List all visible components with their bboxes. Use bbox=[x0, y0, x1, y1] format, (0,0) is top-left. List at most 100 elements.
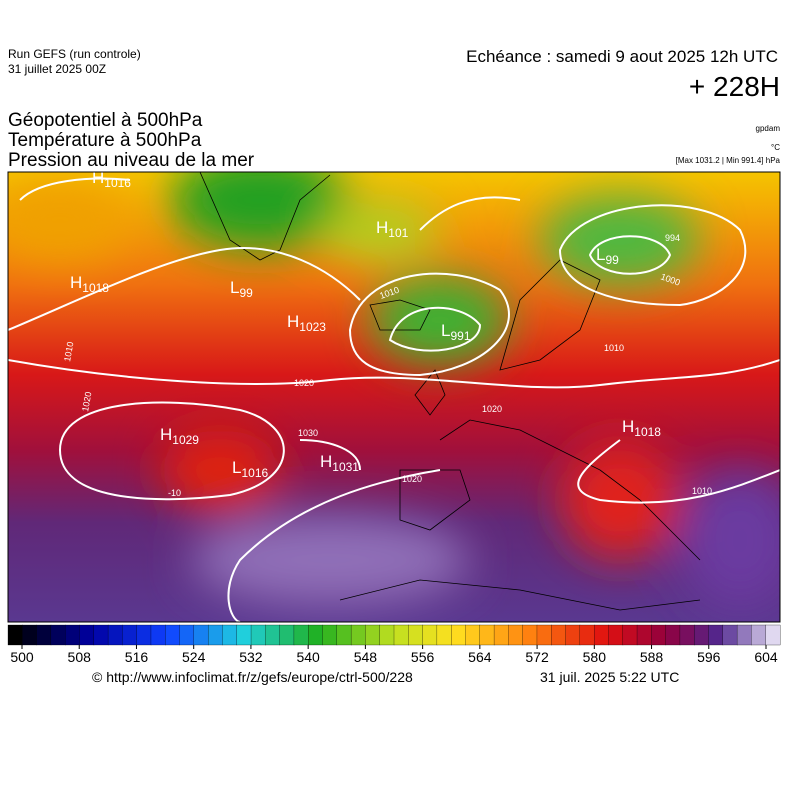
unit: [Max 1031.2 | Min 991.4] hPa bbox=[676, 156, 781, 165]
colorbar-tick-label: 564 bbox=[468, 649, 492, 665]
colorbar-swatch bbox=[93, 624, 109, 646]
isobar-label: 1020 bbox=[80, 391, 93, 412]
unit: gpdam bbox=[756, 124, 781, 133]
colorbar-swatch bbox=[165, 624, 181, 646]
lead-time: + 228H bbox=[689, 71, 780, 102]
source: © http://www.infoclimat.fr/z/gefs/europe… bbox=[92, 669, 413, 685]
colorbar-swatch bbox=[150, 624, 166, 646]
colorbar-swatch bbox=[193, 624, 209, 646]
center-type: L bbox=[230, 278, 239, 297]
colorbar-swatch bbox=[265, 624, 281, 646]
colorbar-swatch bbox=[736, 624, 752, 646]
colorbar-swatch bbox=[122, 624, 138, 646]
colorbar-swatch bbox=[708, 624, 724, 646]
colorbar-swatch bbox=[536, 624, 552, 646]
issued: 31 juil. 2025 5:22 UTC bbox=[540, 669, 679, 685]
colorbar-swatch bbox=[250, 624, 266, 646]
colorbar-swatch bbox=[722, 624, 738, 646]
colorbar-swatch bbox=[679, 624, 695, 646]
pressure-center: L991 bbox=[441, 321, 471, 343]
colorbar-swatch bbox=[608, 624, 624, 646]
center-type: H bbox=[160, 425, 172, 444]
colorbar-swatch bbox=[636, 624, 652, 646]
center-value: 101 bbox=[388, 226, 408, 240]
colorbar-swatch bbox=[136, 624, 152, 646]
colorbar-tick-label: 588 bbox=[640, 649, 664, 665]
isobar-label: 1010 bbox=[604, 343, 624, 353]
colorbar-swatch bbox=[694, 624, 709, 646]
colorbar-tick-label: 532 bbox=[239, 649, 263, 665]
title: Géopotentiel à 500hPa bbox=[8, 110, 203, 131]
colorbar-tick-label: 556 bbox=[411, 649, 435, 665]
colorbar-swatch bbox=[236, 624, 252, 646]
center-value: 1031 bbox=[332, 460, 359, 474]
center-type: H bbox=[622, 417, 634, 436]
title: Température à 500hPa bbox=[8, 130, 202, 151]
center-type: H bbox=[287, 312, 299, 331]
isobar-label: 994 bbox=[665, 233, 680, 243]
map-frame bbox=[7, 171, 781, 623]
center-type: H bbox=[320, 452, 332, 471]
colorbar-swatch bbox=[179, 624, 195, 646]
colorbar-swatch bbox=[279, 624, 295, 646]
colorbar-swatch bbox=[222, 624, 238, 646]
colorbar-swatch bbox=[393, 624, 409, 646]
colorbar-swatch bbox=[79, 624, 95, 646]
pressure-center: H1029 bbox=[160, 425, 199, 447]
pressure-center: H1016 bbox=[92, 168, 131, 190]
center-value: 1016 bbox=[104, 176, 131, 190]
colorbar-swatch bbox=[350, 624, 366, 646]
run: Run GEFS (run controle) bbox=[8, 47, 141, 61]
colorbar-swatch bbox=[551, 624, 567, 646]
center-type: L bbox=[596, 245, 605, 264]
colorbar-swatch bbox=[293, 624, 309, 646]
colorbar-swatch bbox=[408, 624, 424, 646]
colorbar-swatch bbox=[479, 624, 495, 646]
colorbar-swatch bbox=[308, 624, 323, 646]
pressure-center: L99 bbox=[596, 245, 619, 267]
colorbar-swatch bbox=[107, 624, 123, 646]
pressure-center: H101 bbox=[376, 218, 409, 240]
center-value: 1029 bbox=[172, 433, 199, 447]
center-value: 1018 bbox=[634, 425, 661, 439]
pressure-center: L1016 bbox=[232, 458, 268, 480]
center-value: 99 bbox=[239, 286, 253, 300]
colorbar-tick-label: 524 bbox=[182, 649, 206, 665]
colorbar-swatch bbox=[207, 624, 223, 646]
colorbar-swatch bbox=[36, 624, 52, 646]
colorbar-swatch bbox=[379, 624, 395, 646]
colorbar-swatch bbox=[65, 624, 80, 646]
colorbar-swatch bbox=[579, 624, 595, 646]
isobar-label: -10 bbox=[168, 488, 181, 498]
isobar-label: 1010 bbox=[692, 486, 712, 496]
pressure-center: H1018 bbox=[70, 273, 109, 295]
coastlines bbox=[199, 172, 701, 611]
center-value: 99 bbox=[605, 253, 619, 267]
colorbar-tick-label: 580 bbox=[583, 649, 607, 665]
isobar-label: 1010 bbox=[62, 341, 75, 362]
colorbar-swatch bbox=[593, 624, 609, 646]
pressure-center: H1018 bbox=[622, 417, 661, 439]
colorbar-swatch bbox=[622, 624, 638, 646]
colorbar-swatch bbox=[665, 624, 681, 646]
colorbar-swatch bbox=[436, 624, 452, 646]
colorbar-swatch bbox=[322, 624, 338, 646]
pressure-center: L99 bbox=[230, 278, 253, 300]
colorbar-swatch bbox=[422, 624, 438, 646]
colorbar-tick-label: 508 bbox=[68, 649, 92, 665]
center-type: H bbox=[376, 218, 388, 237]
center-value: 1016 bbox=[241, 466, 268, 480]
valid-time: Echéance : samedi 9 aout 2025 12h UTC bbox=[466, 47, 778, 66]
colorbar-tick-label: 596 bbox=[697, 649, 721, 665]
colorbar-tick-label: 516 bbox=[125, 649, 149, 665]
colorbar-swatch bbox=[765, 624, 781, 646]
isobar-label: 1030 bbox=[298, 428, 318, 438]
colorbar-swatch bbox=[493, 624, 509, 646]
center-type: L bbox=[441, 321, 450, 340]
isobars bbox=[8, 177, 780, 622]
title: Pression au niveau de la mer bbox=[8, 150, 255, 171]
colorbar-swatch bbox=[651, 624, 667, 646]
isobar-label: 1020 bbox=[402, 474, 422, 484]
colorbar-swatch bbox=[7, 624, 23, 646]
